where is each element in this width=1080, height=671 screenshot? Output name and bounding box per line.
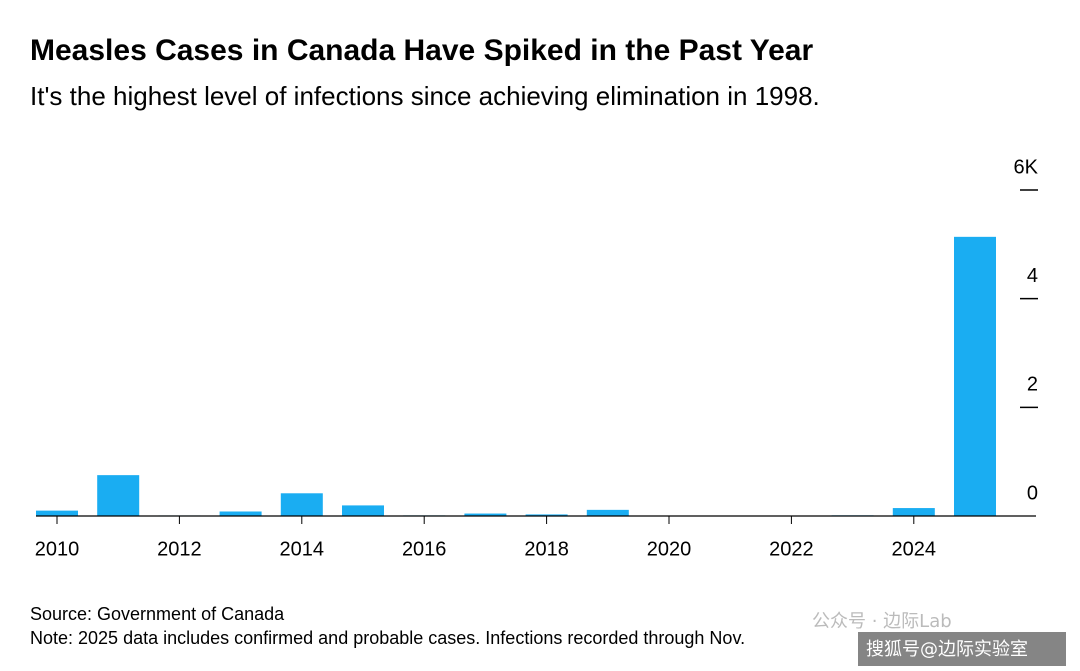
watermark: 公众号 · 边际Lab	[812, 611, 952, 632]
note: Note: 2025 data includes confirmed and p…	[30, 628, 745, 648]
x-tick-label: 2024	[892, 538, 937, 560]
chart-title: Measles Cases in Canada Have Spiked in t…	[30, 34, 813, 67]
watermark-bg	[858, 632, 1066, 666]
x-tick-label: 2018	[524, 538, 569, 560]
x-tick-label: 2016	[402, 538, 447, 560]
bar	[525, 514, 568, 516]
y-tick-label: 4	[1027, 265, 1038, 287]
x-tick-label: 2020	[647, 538, 692, 560]
y-tick-label: 6K	[1014, 156, 1039, 178]
bar	[586, 509, 629, 516]
bar	[464, 513, 507, 516]
x-tick-label: 2022	[769, 538, 814, 560]
chart-subtitle: It's the highest level of infections sin…	[30, 81, 820, 111]
bar	[219, 511, 262, 516]
bar	[892, 508, 935, 516]
bar	[280, 493, 323, 516]
bar	[36, 510, 78, 516]
bar	[342, 505, 384, 516]
y-tick-label: 0	[1027, 482, 1038, 504]
x-tick-label: 2010	[35, 538, 80, 560]
x-tick-label: 2012	[157, 538, 202, 560]
x-tick-label: 2014	[280, 538, 325, 560]
bar	[97, 475, 140, 516]
bar	[954, 236, 996, 516]
source: Source: Government of Canada	[30, 604, 285, 624]
watermark: 搜狐号@边际实验室	[866, 639, 1028, 660]
y-tick-label: 2	[1027, 374, 1038, 396]
